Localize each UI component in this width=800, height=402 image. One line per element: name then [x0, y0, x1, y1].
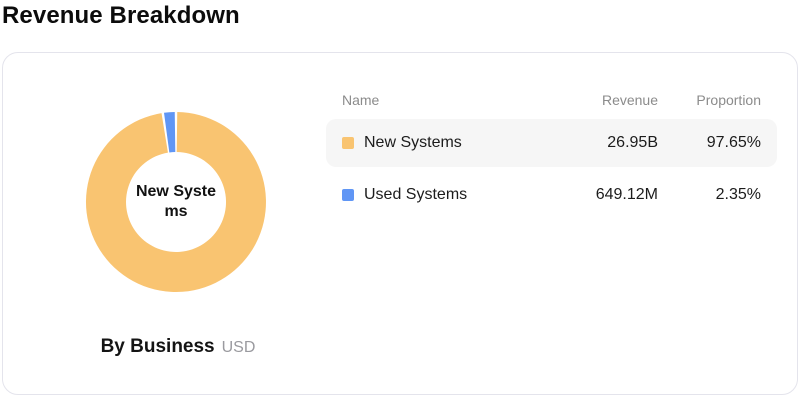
- header-proportion: Proportion: [696, 92, 761, 108]
- row-name-cell: New Systems: [342, 134, 558, 152]
- table-row[interactable]: Used Systems 649.12M 2.35%: [326, 171, 777, 219]
- revenue-value: 649.12M: [595, 186, 658, 203]
- chart-panel: New Systems By Business USD: [3, 53, 353, 394]
- donut-chart-svg: [85, 112, 266, 293]
- header-name: Name: [342, 92, 380, 108]
- donut-chart[interactable]: New Systems: [85, 111, 267, 293]
- revenue-value: 26.95B: [607, 134, 658, 151]
- donut-segment-used-systems[interactable]: [164, 112, 176, 153]
- series-name: New Systems: [364, 134, 462, 151]
- series-color-swatch: [342, 189, 354, 201]
- legend-table: Name Revenue Proportion New Systems 26.95…: [326, 87, 777, 223]
- donut-segment-new-systems[interactable]: [85, 112, 266, 293]
- series-name: Used Systems: [364, 186, 468, 203]
- revenue-breakdown-card: New Systems By Business USD Name Revenue …: [2, 52, 798, 395]
- chart-caption-label: By Business: [100, 336, 215, 357]
- table-row[interactable]: New Systems 26.95B 97.65%: [326, 119, 777, 167]
- chart-caption-unit: USD: [221, 339, 256, 356]
- proportion-value: 97.65%: [706, 134, 761, 151]
- donut-center-label: New Systems: [135, 183, 217, 220]
- chart-caption: By Business USD: [3, 336, 353, 358]
- legend-table-header: Name Revenue Proportion: [326, 87, 777, 113]
- row-name-cell: Used Systems: [342, 186, 558, 204]
- series-color-swatch: [342, 137, 354, 149]
- page-title: Revenue Breakdown: [2, 2, 240, 29]
- legend-table-body: New Systems 26.95B 97.65% Used Systems 649.1…: [326, 119, 777, 219]
- proportion-value: 2.35%: [715, 186, 761, 203]
- header-revenue: Revenue: [601, 92, 658, 108]
